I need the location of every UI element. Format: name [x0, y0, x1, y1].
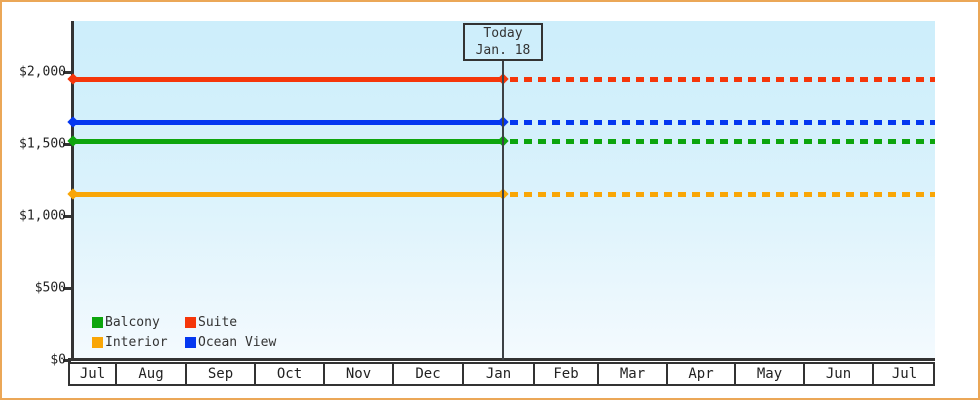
month-cell: Oct [254, 364, 323, 384]
month-cell: Jul [872, 364, 935, 384]
ocean-view-line-solid [73, 120, 503, 125]
legend-label: Balcony [105, 314, 160, 330]
month-cell: Dec [392, 364, 462, 384]
legend-item-ocean-view: Ocean View [185, 332, 276, 352]
balcony-line-dashed [510, 139, 935, 144]
month-cell: Jul [79, 366, 106, 382]
legend-item-balcony: Balcony [92, 312, 185, 332]
legend-item-interior: Interior [92, 332, 185, 352]
month-cell: Apr [666, 364, 734, 384]
today-label: Today [483, 26, 523, 41]
y-tick-label: $1,000 [19, 208, 66, 224]
x-axis [68, 358, 935, 361]
balcony-swatch-icon [92, 316, 103, 328]
month-cell: Jan [462, 364, 533, 384]
month-cell: Nov [323, 364, 392, 384]
legend-label: Suite [198, 314, 238, 330]
y-tick-mark [63, 359, 71, 362]
month-cell: Jun [803, 364, 872, 384]
y-tick-mark [63, 143, 71, 146]
balcony-line-solid [73, 139, 503, 144]
ocean-view-swatch-icon [185, 336, 196, 348]
month-cell: Mar [597, 364, 666, 384]
today-date: Jan. 18 [475, 43, 531, 58]
interior-line-dashed [510, 192, 935, 197]
ocean-view-line-dashed [510, 120, 935, 125]
month-cell: Sep [185, 364, 254, 384]
y-tick-label: $0 [50, 352, 66, 368]
month-cell: May [734, 364, 803, 384]
month-cell: Aug [115, 364, 185, 384]
y-tick-label: $500 [34, 280, 66, 296]
suite-swatch-icon [185, 316, 196, 328]
interior-line-solid [73, 192, 503, 197]
y-tick-mark [63, 71, 71, 74]
suite-line-solid [73, 77, 503, 82]
month-axis: Jul Aug Sep Oct Nov Dec Jan Feb Mar Apr May Jun Jul [68, 362, 935, 386]
legend-label: Ocean View [198, 334, 277, 350]
today-line [502, 61, 504, 360]
legend-item-suite: Suite [185, 312, 276, 332]
y-tick-mark [63, 215, 71, 218]
today-box: Today Jan. 18 [463, 23, 543, 61]
suite-line-dashed [510, 77, 935, 82]
y-tick-mark [63, 287, 71, 290]
y-tick-label: $2,000 [19, 64, 66, 80]
month-cell: Feb [533, 364, 597, 384]
y-tick-label: $1,500 [19, 136, 66, 152]
interior-swatch-icon [92, 336, 103, 348]
legend-label: Interior [105, 334, 168, 350]
legend: Balcony Suite Interior Ocean View [92, 312, 276, 352]
